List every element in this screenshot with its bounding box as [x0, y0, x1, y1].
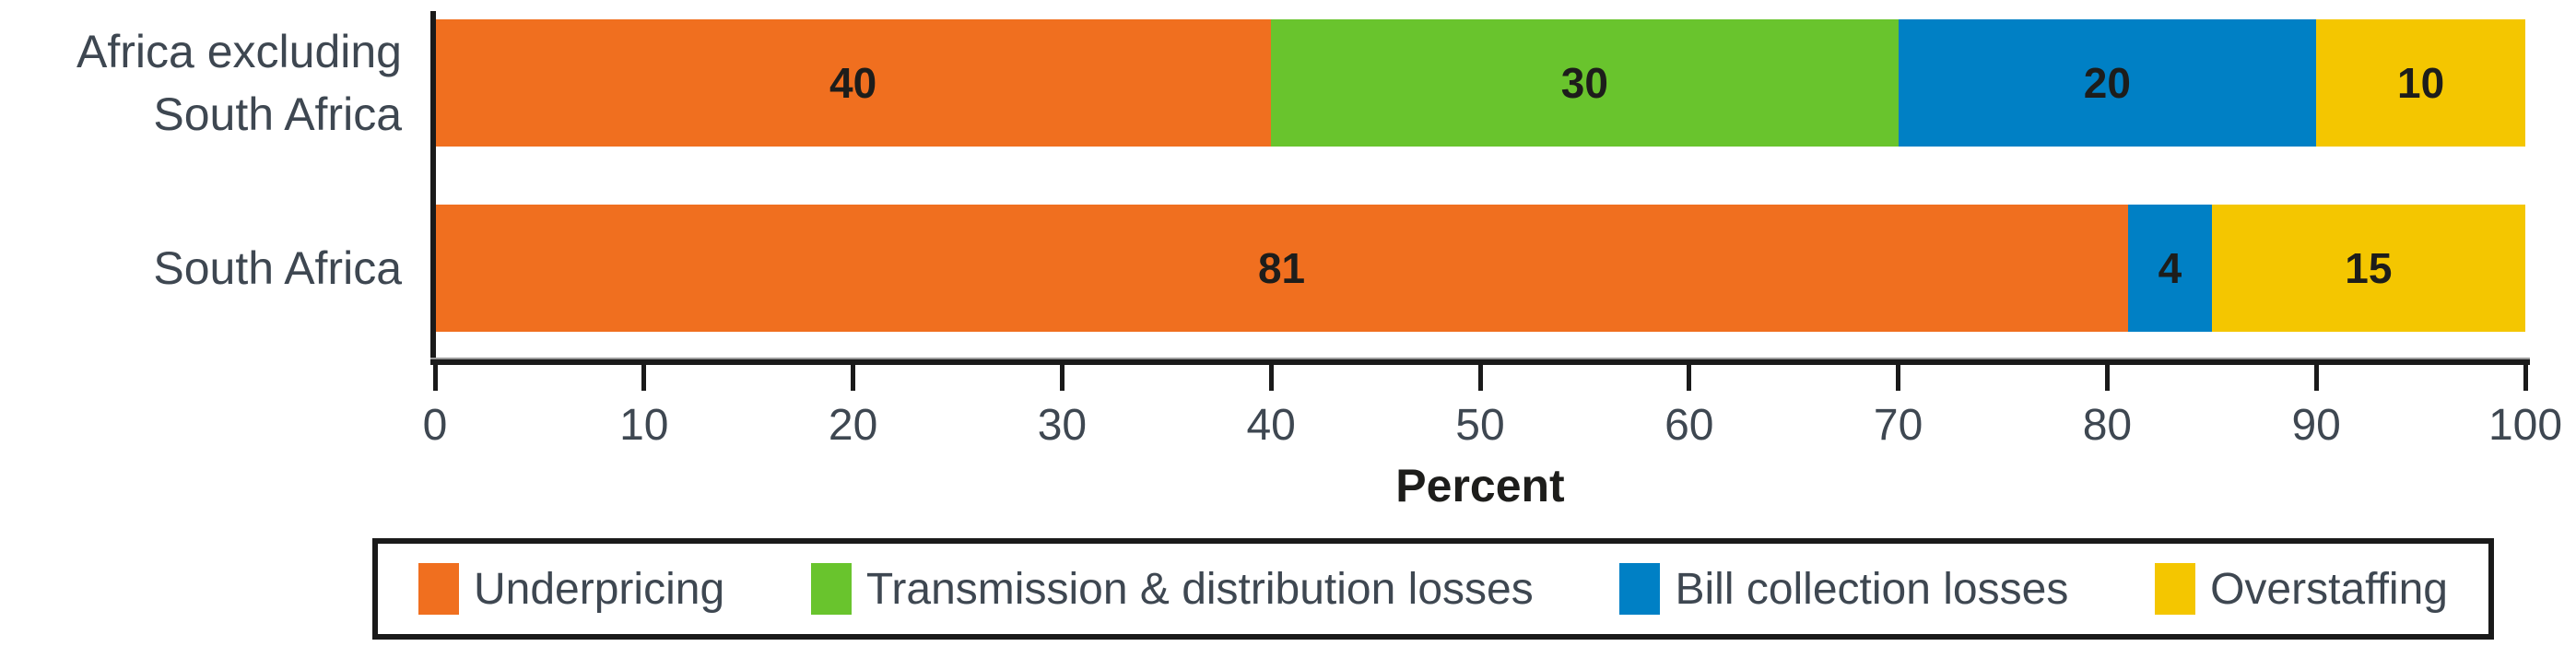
y-axis-line — [430, 11, 436, 363]
legend-swatch — [418, 563, 459, 615]
x-tick-mark — [1268, 363, 1274, 391]
legend-swatch — [810, 563, 852, 615]
legend-item: Underpricing — [418, 563, 724, 615]
category-label: South Africa — [153, 242, 402, 294]
x-axis-line — [430, 358, 2530, 365]
x-tick-label: 40 — [1246, 401, 1296, 450]
x-tick-mark — [2104, 363, 2110, 391]
x-tick-label: 90 — [2291, 401, 2341, 450]
bar-segment[interactable]: 81 — [435, 205, 2129, 332]
x-tick-mark — [2523, 363, 2528, 391]
x-tick-mark — [641, 363, 647, 391]
bar-value-label: 40 — [829, 59, 877, 107]
legend-label: Overstaffing — [2210, 564, 2448, 614]
x-tick-mark — [2313, 363, 2319, 391]
bar-row-2: 81 4 15 — [435, 205, 2525, 332]
x-tick-mark — [1687, 363, 1692, 391]
legend-label: Transmission & distribution losses — [865, 564, 1534, 614]
x-tick-mark — [1477, 363, 1483, 391]
x-tick-label: 60 — [1664, 401, 1714, 450]
bar-segment[interactable]: 15 — [2211, 205, 2525, 332]
x-tick-mark — [851, 363, 856, 391]
legend: Underpricing Transmission & distribution … — [372, 538, 2494, 640]
bar-value-label: 30 — [1560, 59, 1608, 107]
x-axis-title: Percent — [1395, 460, 1565, 511]
x-tick-label: 50 — [1455, 401, 1505, 450]
x-tick-label: 70 — [1873, 401, 1923, 450]
bar-segment[interactable]: 40 — [435, 19, 1272, 147]
bar-segment[interactable]: 20 — [1898, 19, 2317, 147]
x-tick-label: 20 — [828, 401, 878, 450]
x-tick-mark — [1059, 363, 1065, 391]
x-tick-label: 80 — [2082, 401, 2133, 450]
category-label: Africa excluding South Africa — [76, 26, 402, 140]
x-tick-label: 10 — [619, 401, 669, 450]
legend-item: Transmission & distribution losses — [810, 563, 1534, 615]
bar-segment[interactable]: 10 — [2316, 19, 2525, 147]
x-tick-mark — [432, 363, 438, 391]
bar-value-label: 4 — [2158, 244, 2182, 292]
x-tick-label: 0 — [422, 401, 448, 450]
legend-label: Bill collection losses — [1675, 564, 2069, 614]
legend-item: Bill collection losses — [1619, 563, 2068, 615]
legend-item: Overstaffing — [2155, 563, 2448, 615]
x-tick-label: 30 — [1037, 401, 1088, 450]
x-tick-mark — [1896, 363, 1901, 391]
bar-row-1: 40 30 20 10 — [435, 19, 2525, 147]
bar-segment[interactable]: 30 — [1271, 19, 1899, 147]
bar-value-label: 15 — [2345, 244, 2393, 292]
bar-value-label: 20 — [2083, 59, 2131, 107]
bar-value-label: 10 — [2396, 59, 2445, 107]
bar-segment[interactable]: 4 — [2128, 205, 2212, 332]
legend-swatch — [1619, 563, 1661, 615]
legend-swatch — [2155, 563, 2196, 615]
x-tick-label: 100 — [2488, 401, 2563, 450]
bar-value-label: 81 — [1257, 244, 1306, 292]
legend-label: Underpricing — [474, 564, 725, 614]
